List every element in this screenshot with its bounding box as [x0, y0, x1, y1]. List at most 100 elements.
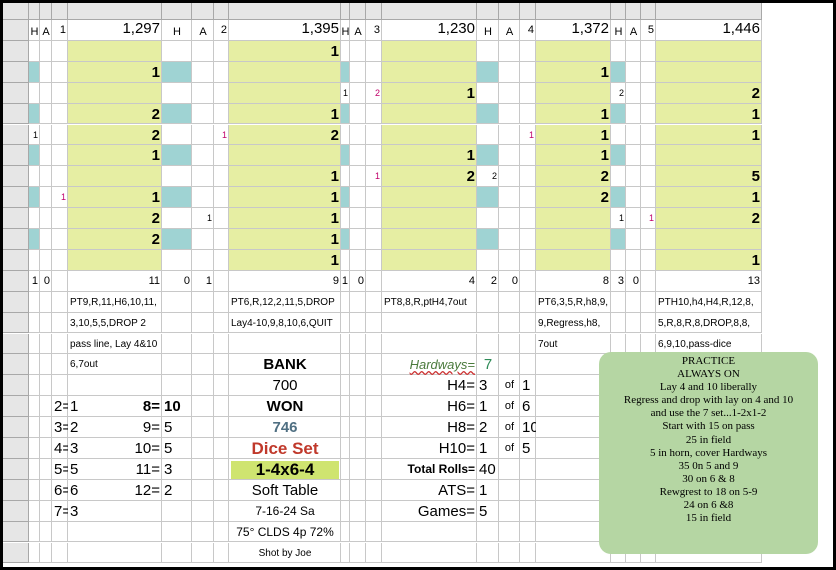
cell-d13[interactable] [68, 270, 162, 292]
cell-value-m17[interactable]: 7 [483, 356, 493, 374]
cell-i13[interactable] [341, 270, 350, 292]
cell-o17[interactable] [520, 354, 536, 376]
cell-t13[interactable] [656, 270, 762, 292]
cell-q5[interactable] [611, 103, 626, 125]
cell-o26[interactable] [520, 542, 536, 564]
cell-n8[interactable] [499, 166, 520, 188]
cell-value-p13[interactable]: 8 [602, 274, 609, 287]
cell-value-q10[interactable]: 1 [618, 213, 624, 224]
cell-m18[interactable] [477, 375, 499, 397]
cell-s2[interactable] [641, 40, 656, 62]
cell-j9[interactable] [350, 187, 366, 209]
cell-o10[interactable] [520, 208, 536, 229]
cell-t12[interactable] [656, 249, 762, 271]
cell-q3[interactable] [611, 61, 626, 83]
cell-n19[interactable] [499, 396, 520, 418]
cell-value-k4[interactable]: 2 [374, 87, 380, 98]
cell-t9[interactable] [656, 187, 762, 209]
cell-i19[interactable] [341, 396, 350, 418]
cell-f12[interactable] [192, 249, 214, 271]
cell-e19[interactable] [162, 396, 192, 418]
cell-i2[interactable] [341, 40, 350, 62]
cell-t4[interactable] [656, 82, 762, 104]
cell-f26[interactable] [192, 542, 214, 564]
row-header-2[interactable] [3, 40, 29, 62]
cell-e17[interactable] [162, 354, 192, 376]
cell-p10[interactable] [536, 208, 611, 229]
cell-value-g1[interactable]: 2 [220, 24, 227, 36]
cell-value-h2[interactable]: 1 [330, 42, 339, 60]
cell-c3[interactable] [52, 61, 68, 83]
cell-m14[interactable] [477, 291, 499, 313]
cell-k16[interactable] [366, 333, 382, 355]
cell-d25[interactable] [68, 521, 162, 543]
cell-g14[interactable] [214, 291, 229, 313]
cell-a7[interactable] [29, 145, 40, 167]
cell-f22[interactable] [192, 458, 214, 480]
cell-l6[interactable] [382, 124, 477, 146]
cell-r3[interactable] [626, 61, 641, 83]
cell-j16[interactable] [350, 333, 366, 355]
cell-t14[interactable] [656, 291, 762, 313]
cell-f16[interactable] [192, 333, 214, 355]
cell-e8[interactable] [162, 166, 192, 188]
cell-m19[interactable] [477, 396, 499, 418]
cell-i24[interactable] [341, 500, 350, 522]
cell-d24[interactable] [68, 500, 162, 522]
cell-o2[interactable] [520, 40, 536, 62]
cell-i3[interactable] [341, 61, 350, 83]
cell-k1[interactable] [366, 20, 382, 41]
cell-a20[interactable] [29, 417, 40, 438]
cell-value-l23[interactable]: ATS= [438, 481, 475, 499]
cell-value-l8[interactable]: 2 [466, 168, 475, 186]
cell-j15[interactable] [350, 312, 366, 334]
cell-a4[interactable] [29, 82, 40, 104]
cell-value-d6[interactable]: 2 [151, 126, 160, 144]
cell-b24[interactable] [40, 500, 52, 522]
cell-value-l19[interactable]: H6= [447, 398, 475, 416]
cell-value-k1[interactable]: 3 [373, 24, 380, 36]
column-header-o[interactable] [520, 3, 536, 20]
cell-value-t9[interactable]: 1 [751, 189, 760, 207]
cell-i1[interactable] [341, 20, 350, 41]
cell-c2[interactable] [52, 40, 68, 62]
cell-value-s1[interactable]: 5 [647, 24, 654, 36]
cell-d18[interactable] [68, 375, 162, 397]
cell-j17[interactable] [350, 354, 366, 376]
cell-l1[interactable] [382, 20, 477, 41]
cell-value-t6[interactable]: 1 [751, 126, 760, 144]
cell-g21[interactable] [214, 438, 229, 459]
cell-value-c23[interactable]: 6= [54, 481, 68, 499]
cell-g9[interactable] [214, 187, 229, 209]
cell-value-h22[interactable]: 1-4x6-4 [231, 460, 339, 479]
cell-value-d1[interactable]: 1,297 [122, 20, 160, 37]
cell-j14[interactable] [350, 291, 366, 313]
cell-h3[interactable] [229, 61, 341, 83]
cell-b3[interactable] [40, 61, 52, 83]
cell-e4[interactable] [162, 82, 192, 104]
cell-l18[interactable] [382, 375, 477, 397]
cell-c19[interactable] [52, 396, 68, 418]
cell-e26[interactable] [162, 542, 192, 564]
cell-k7[interactable] [366, 145, 382, 167]
cell-g10[interactable] [214, 208, 229, 229]
cell-m17[interactable] [477, 354, 499, 376]
cell-value-p5[interactable]: 1 [600, 105, 609, 123]
cell-n5[interactable] [499, 103, 520, 125]
cell-value-l18[interactable]: H4= [447, 377, 475, 395]
cell-value-p8[interactable]: 2 [600, 168, 609, 186]
cell-value-h13[interactable]: 9 [332, 274, 339, 287]
cell-d7[interactable] [68, 145, 162, 167]
column-header-g[interactable] [214, 3, 229, 20]
cell-value-s10[interactable]: 1 [648, 213, 654, 224]
cell-value-e19[interactable]: 10 [164, 398, 181, 416]
cell-g17[interactable] [214, 354, 229, 376]
cell-j19[interactable] [350, 396, 366, 418]
cell-j6[interactable] [350, 124, 366, 146]
cell-value-l1[interactable]: 1,230 [437, 20, 475, 37]
row-header-13[interactable] [3, 270, 29, 292]
cell-s6[interactable] [641, 124, 656, 146]
cell-g12[interactable] [214, 249, 229, 271]
cell-b16[interactable] [40, 333, 52, 355]
cell-n16[interactable] [499, 333, 520, 355]
